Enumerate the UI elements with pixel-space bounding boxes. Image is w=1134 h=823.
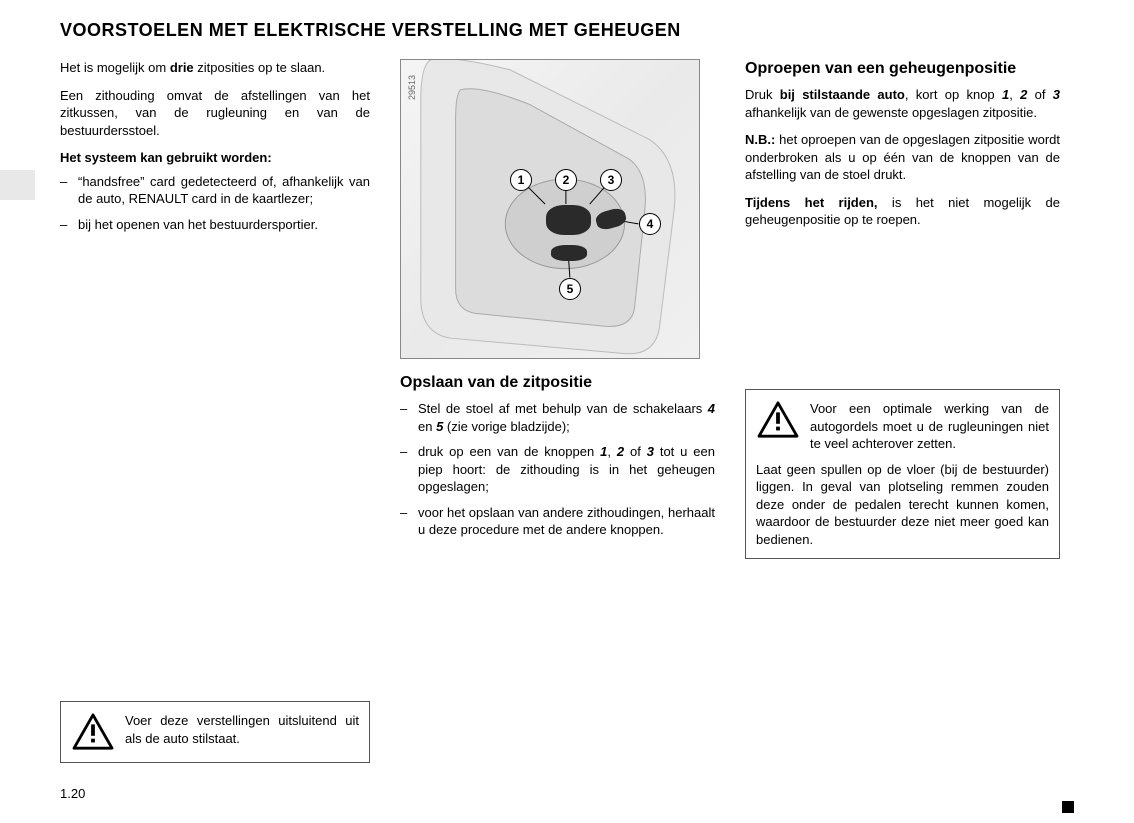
ref: 2 [617, 444, 624, 459]
text: afhankelijk van de gewenste opgeslagen z… [745, 105, 1037, 120]
warning-box-right: Voor een optimale werking van de autogor… [745, 389, 1060, 559]
warning-text: Voer deze verstellingen uitsluitend uit … [125, 712, 359, 747]
callout-4: 4 [639, 213, 661, 235]
control-knob [551, 245, 587, 261]
list-item: druk op een van de knoppen 1, 2 of 3 tot… [400, 443, 715, 496]
column-right: Oproepen van een geheugenpositie Druk bi… [745, 59, 1060, 559]
text-bold: N.B.: [745, 132, 775, 147]
list-item: bij het openen van het bestuurdersportie… [60, 216, 370, 234]
text: of [1027, 87, 1052, 102]
subheading-recall: Oproepen van een geheugenpositie [745, 59, 1060, 78]
recall-driving-note: Tijdens het rijden, is het niet mogelijk… [745, 194, 1060, 229]
control-knob [546, 205, 591, 235]
callout-1: 1 [510, 169, 532, 191]
warning-box-left: Voer deze verstellingen uitsluitend uit … [60, 701, 370, 763]
text: en [418, 419, 436, 434]
subheading-save: Opslaan van de zitpositie [400, 373, 715, 392]
intro-paragraph-1: Het is mogelijk om drie zitposities op t… [60, 59, 370, 77]
warning-text-bottom: Laat geen spullen op de vloer (bij de be… [756, 461, 1049, 549]
text: of [624, 444, 647, 459]
text: (zie vorige bladzijde); [443, 419, 569, 434]
manual-page: VOORSTOELEN MET ELEKTRISCHE VERSTELLING … [0, 0, 1134, 823]
conditions-list: “handsfree” card gedetecteerd of, afhank… [60, 173, 370, 234]
text: Druk [745, 87, 780, 102]
column-layout: Het is mogelijk om drie zitposities op t… [60, 59, 1094, 559]
crop-mark [1062, 801, 1074, 813]
ref: 3 [647, 444, 654, 459]
column-left: Het is mogelijk om drie zitposities op t… [60, 59, 370, 559]
text-bold: Tijdens het rijden, [745, 195, 878, 210]
list-item: “handsfree” card gedetecteerd of, afhank… [60, 173, 370, 208]
ref: 4 [708, 401, 715, 416]
callout-3: 3 [600, 169, 622, 191]
save-steps-list: Stel de stoel af met behulp van de schak… [400, 400, 715, 539]
text: druk op een van de knoppen [418, 444, 600, 459]
recall-paragraph-1: Druk bij stilstaande auto, kort op knop … [745, 86, 1060, 121]
page-number: 1.20 [60, 786, 85, 801]
text: Stel de stoel af met behulp van de schak… [418, 401, 708, 416]
ref: 3 [1053, 87, 1060, 102]
recall-note: N.B.: het oproepen van de opgeslagen zit… [745, 131, 1060, 184]
list-item: Stel de stoel af met behulp van de schak… [400, 400, 715, 435]
text: , [607, 444, 617, 459]
list-item: voor het opslaan van andere zithoudingen… [400, 504, 715, 539]
text: , [1009, 87, 1020, 102]
callout-2: 2 [555, 169, 577, 191]
callout-5: 5 [559, 278, 581, 300]
warning-icon [71, 712, 115, 752]
intro-paragraph-2: Een zithouding omvat de afstellingen van… [60, 87, 370, 140]
warning-text-top: Voor een optimale werking van de autogor… [810, 400, 1049, 453]
text-bold: bij stilstaande auto [780, 87, 905, 102]
warning-icon [756, 400, 800, 440]
text-bold: drie [170, 60, 194, 75]
seat-controls-figure: 29513 1 2 3 4 5 [400, 59, 700, 359]
subheading-system: Het systeem kan gebruikt worden: [60, 149, 370, 167]
text: Het is mogelijk om [60, 60, 170, 75]
column-center: 29513 1 2 3 4 5 [400, 59, 715, 559]
text: , kort op knop [905, 87, 1002, 102]
page-title: VOORSTOELEN MET ELEKTRISCHE VERSTELLING … [60, 20, 1094, 41]
text: het oproepen van de opgeslagen zitpositi… [745, 132, 1060, 182]
text: zitposities op te slaan. [194, 60, 326, 75]
